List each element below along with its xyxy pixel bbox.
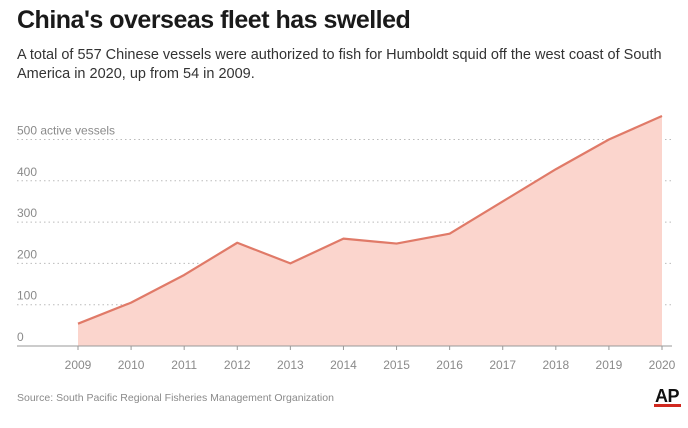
x-tick-label: 2011 (171, 358, 197, 372)
x-tick-label: 2009 (65, 358, 92, 372)
y-tick-label: 400 (17, 165, 37, 179)
chart-subtitle: A total of 557 Chinese vessels were auth… (17, 47, 662, 82)
x-tick-label: 2019 (596, 358, 623, 372)
x-tick-label: 2016 (436, 358, 463, 372)
x-tick-label: 2010 (118, 358, 145, 372)
x-tick-label: 2012 (224, 358, 251, 372)
x-tick-label: 2013 (277, 358, 304, 372)
x-tick-label: 2014 (330, 358, 357, 372)
y-tick-label: 0 (17, 330, 24, 344)
ap-logo: AP (655, 386, 680, 406)
y-tick-label: 300 (17, 206, 37, 220)
series-line (77, 114, 663, 325)
area-fill (78, 115, 662, 346)
x-tick-label: 2020 (649, 358, 676, 372)
y-tick-label: 200 (17, 247, 37, 261)
chart-title: China's overseas fleet has swelled (17, 6, 411, 34)
source-note: Source: South Pacific Regional Fisheries… (17, 392, 334, 404)
x-tick-label: 2015 (383, 358, 410, 372)
y-tick-label: 500 active vessels (17, 124, 115, 138)
ap-logo-underline (654, 404, 681, 407)
x-tick-label: 2017 (489, 358, 516, 372)
x-tick-label: 2018 (542, 358, 569, 372)
y-tick-label: 100 (17, 289, 37, 303)
